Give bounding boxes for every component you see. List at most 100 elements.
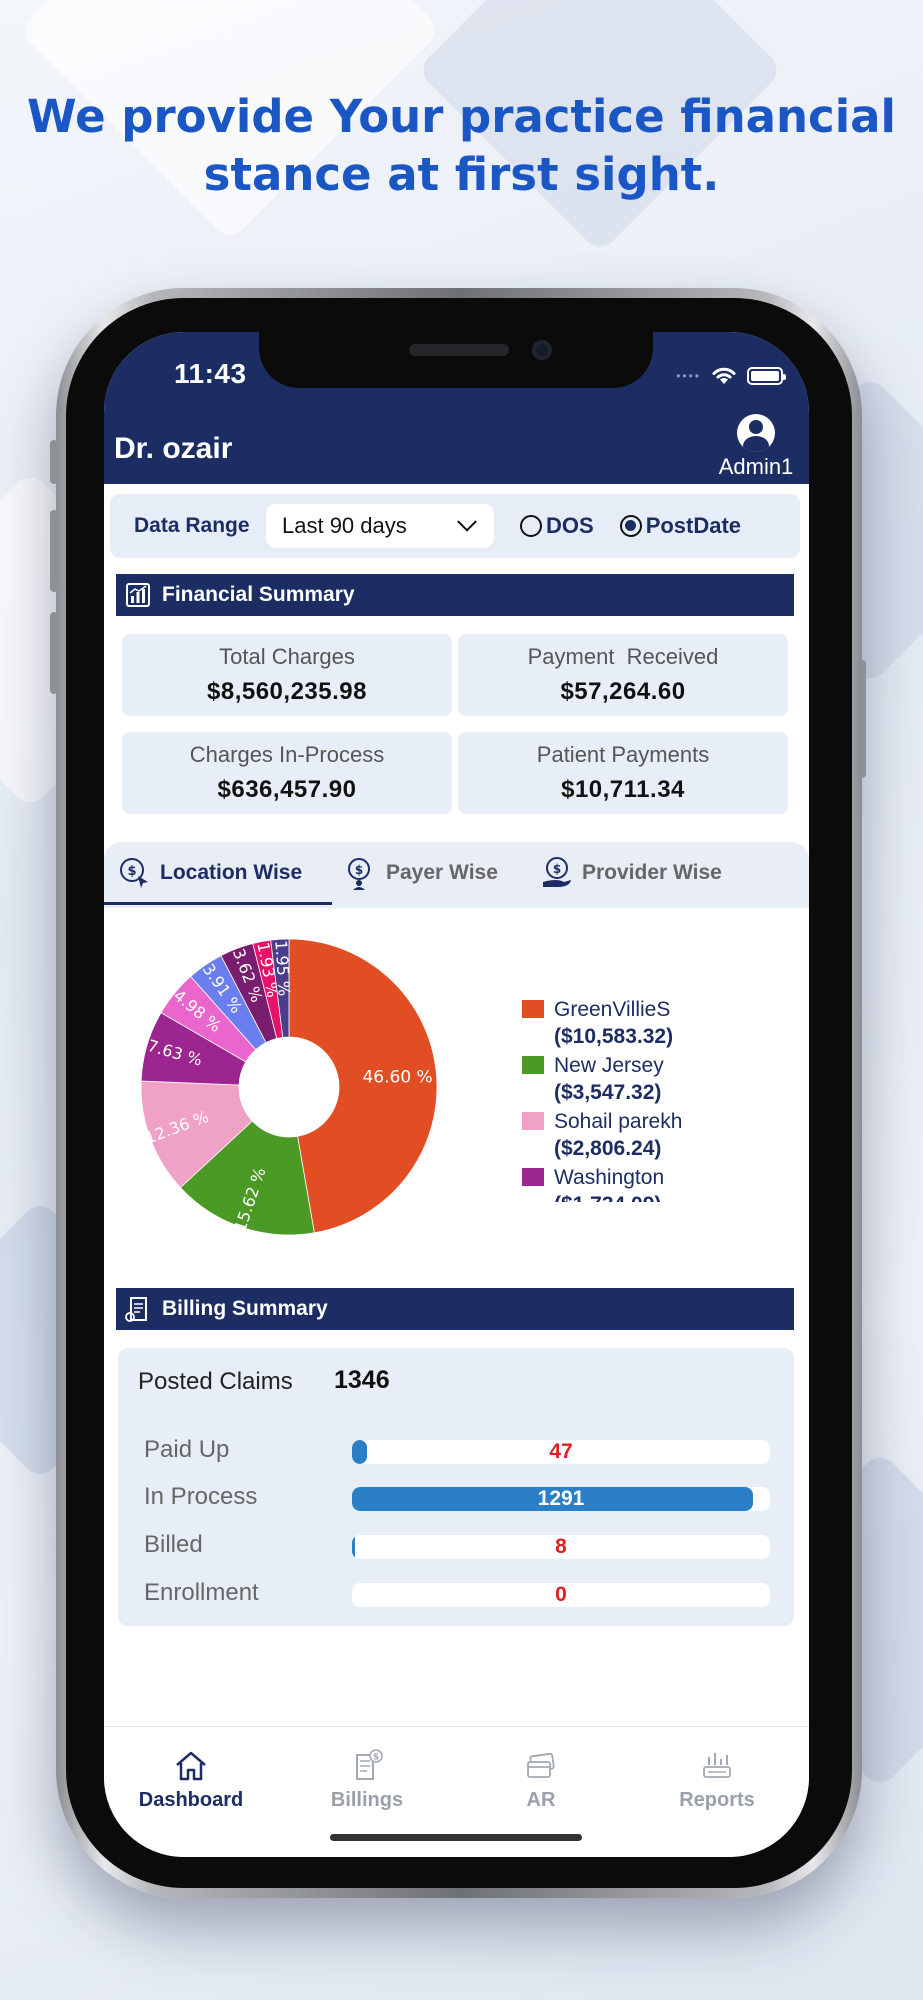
nav-ar-label: AR bbox=[526, 1789, 556, 1811]
radio-unselected-icon bbox=[520, 515, 542, 537]
billing-row-label: Enrollment bbox=[144, 1579, 259, 1606]
user-profile-button[interactable]: Admin1 bbox=[713, 414, 799, 480]
total-charges-label: Total Charges bbox=[219, 644, 355, 669]
radio-postdate[interactable]: PostDate bbox=[619, 513, 742, 539]
donut-slice[interactable] bbox=[288, 938, 438, 1234]
billing-row-value: 0 bbox=[555, 1583, 567, 1606]
radio-dos[interactable]: DOS bbox=[520, 513, 594, 539]
nav-billings[interactable]: $ Billings bbox=[292, 1749, 442, 1812]
provider-dollar-icon: $ bbox=[543, 857, 571, 887]
total-charges-value: $8,560,235.98 bbox=[207, 678, 367, 705]
signal-dots-icon: •••• bbox=[676, 369, 701, 383]
charges-in-process-value: $636,457.90 bbox=[217, 776, 357, 803]
app-header: 11:43 •••• Dr. ozair Admin1 bbox=[104, 332, 809, 484]
billing-summary-header: Billing Summary bbox=[116, 1288, 794, 1330]
status-time: 11:43 bbox=[174, 358, 247, 389]
billing-summary-card: Posted Claims 1346 Paid Up 47 In Process… bbox=[118, 1348, 794, 1626]
home-icon bbox=[176, 1751, 206, 1781]
nav-reports[interactable]: Reports bbox=[642, 1749, 792, 1812]
donut-slice[interactable] bbox=[140, 1080, 253, 1189]
patient-payments-value: $10,711.34 bbox=[561, 776, 685, 803]
billing-row-value: 47 bbox=[549, 1440, 573, 1463]
chart-tabs: $ Location Wise $ Payer Wise $ Provider … bbox=[104, 842, 809, 908]
billing-progress-fill bbox=[352, 1487, 753, 1511]
payment-received-label: Payment Received bbox=[527, 644, 719, 669]
financial-summary-title: Financial Summary bbox=[162, 583, 355, 606]
billing-progress-fill bbox=[352, 1535, 355, 1559]
data-range-bar: Data Range Last 90 days DOS PostDate bbox=[110, 494, 800, 558]
headline-line-1: We provide Your practice financial bbox=[27, 90, 896, 143]
radio-selected-icon bbox=[619, 515, 642, 537]
phone-power-button bbox=[858, 660, 866, 778]
donut-slice[interactable] bbox=[179, 1120, 315, 1236]
radio-postdate-label: PostDate bbox=[645, 513, 742, 538]
chart-report-icon bbox=[126, 583, 150, 607]
phone-notch bbox=[259, 332, 653, 388]
speaker-grill bbox=[409, 344, 509, 356]
headline-line-2: stance at first sight. bbox=[203, 148, 720, 201]
billing-row-value: 8 bbox=[555, 1535, 567, 1558]
data-range-dropdown[interactable]: Last 90 days bbox=[266, 504, 494, 548]
data-range-label: Data Range bbox=[134, 514, 250, 537]
tab-location-wise-label: Location Wise bbox=[160, 861, 303, 884]
charges-in-process-card: Charges In-Process $636,457.90 bbox=[122, 732, 452, 814]
svg-text:$: $ bbox=[127, 864, 136, 879]
phone-volume-up-button bbox=[50, 510, 58, 592]
billing-progress-bar: 47 bbox=[352, 1440, 770, 1464]
tab-payer-wise[interactable]: $ Payer Wise bbox=[344, 856, 498, 890]
active-tab-indicator bbox=[104, 902, 332, 905]
billing-document-icon bbox=[125, 1297, 147, 1322]
billing-row-label: Billed bbox=[144, 1531, 203, 1558]
wifi-icon bbox=[712, 367, 736, 384]
donut-slice-label: 1.95 % bbox=[271, 940, 293, 997]
billing-row-label: In Process bbox=[144, 1483, 258, 1510]
donut-chart-svg: 46.60 %15.62 %12.36 %7.63 %4.98 %3.91 %3… bbox=[140, 938, 438, 1236]
posted-claims-value: 1346 bbox=[334, 1366, 390, 1394]
legend-name: Sohail parekh bbox=[554, 1110, 683, 1133]
location-dollar-icon: $ bbox=[120, 858, 148, 888]
nav-reports-label: Reports bbox=[679, 1789, 755, 1811]
legend-swatch bbox=[522, 1056, 544, 1074]
legend-swatch bbox=[522, 1000, 544, 1018]
legend-name: New Jersey bbox=[554, 1054, 664, 1077]
data-range-value: Last 90 days bbox=[282, 513, 407, 538]
charges-in-process-label: Charges In-Process bbox=[189, 742, 385, 767]
tab-provider-wise-label: Provider Wise bbox=[582, 861, 722, 884]
tab-payer-wise-label: Payer Wise bbox=[386, 861, 498, 884]
svg-text:$: $ bbox=[553, 862, 561, 876]
payment-received-value: $57,264.60 bbox=[560, 678, 686, 705]
legend-amount: ($2,806.24) bbox=[554, 1137, 662, 1160]
billing-progress-bar: 0 bbox=[352, 1583, 770, 1607]
location-donut-chart: 46.60 % 15.62 % 12.36 % 7.63 % 4.98 % 3.91 % 3… bbox=[134, 932, 444, 1247]
billing-row-billed: Billed 8 bbox=[144, 1531, 784, 1561]
phone-volume-down-button bbox=[50, 612, 58, 694]
patient-payments-card: Patient Payments $10,711.34 bbox=[458, 732, 788, 814]
user-avatar-icon bbox=[737, 414, 775, 452]
billing-row-paid-up: Paid Up 47 bbox=[144, 1436, 784, 1466]
legend-item: Sohail parekh ($2,806.24) bbox=[522, 1108, 772, 1162]
legend-amount: ($1,734.09) bbox=[554, 1191, 664, 1202]
billing-row-label: Paid Up bbox=[144, 1436, 230, 1463]
total-charges-card: Total Charges $8,560,235.98 bbox=[122, 634, 452, 716]
tab-location-wise[interactable]: $ Location Wise bbox=[118, 856, 302, 890]
donut-slice-label: 46.60 % bbox=[362, 1068, 432, 1088]
legend-item: New Jersey ($3,547.32) bbox=[522, 1052, 772, 1106]
donut-slice[interactable] bbox=[270, 938, 290, 1038]
payment-received-card: Payment Received $57,264.60 bbox=[458, 634, 788, 716]
legend-swatch bbox=[522, 1168, 544, 1186]
doctor-name: Dr. ozair bbox=[114, 432, 233, 465]
tab-provider-wise[interactable]: $ Provider Wise bbox=[540, 856, 722, 890]
chart-legend: GreenVillieS ($10,583.32) New Jersey ($3,5… bbox=[522, 996, 772, 1202]
app-screen: 11:43 •••• Dr. ozair Admin1 Data Range L… bbox=[104, 332, 809, 1857]
legend-item: Washington ($1,734.09) bbox=[522, 1164, 772, 1202]
billing-progress-fill bbox=[352, 1440, 367, 1464]
legend-item: GreenVillieS ($10,583.32) bbox=[522, 996, 772, 1050]
status-icons: •••• bbox=[676, 366, 786, 386]
nav-dashboard[interactable]: Dashboard bbox=[116, 1749, 266, 1812]
svg-text:$: $ bbox=[373, 1753, 379, 1763]
legend-amount: ($10,583.32) bbox=[554, 1025, 674, 1048]
nav-ar[interactable]: AR bbox=[466, 1749, 616, 1812]
ar-cards-icon bbox=[527, 1752, 555, 1778]
front-camera bbox=[532, 340, 552, 360]
nav-dashboard-label: Dashboard bbox=[138, 1789, 244, 1811]
